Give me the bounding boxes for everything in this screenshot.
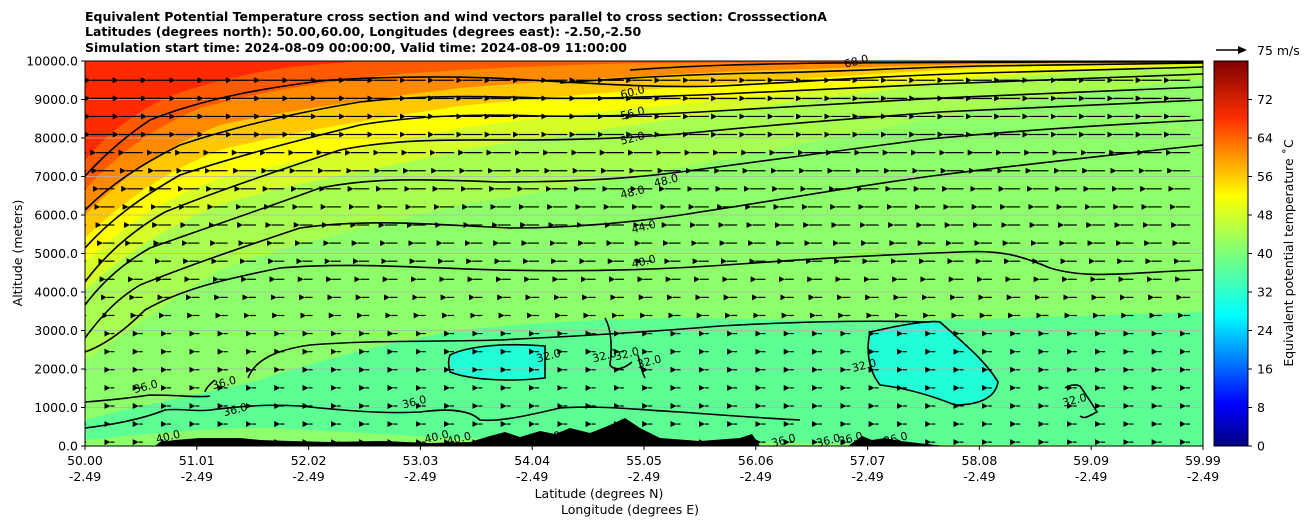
contour-32-b [604,317,646,379]
x-tick-label-lat: 55.05 [626,453,662,468]
x-tick-label-lon: -2.49 [1187,469,1219,484]
contour-label: 36.0 [132,378,159,397]
x-axis-label-line-1: Latitude (degrees N) [535,486,664,501]
field-band-32-patch-b [868,321,998,405]
y-tick-label: 10000.0 [26,54,78,69]
contour-72 [629,61,1203,71]
contour-label: 36.0 [770,431,797,450]
x-tick-label-lat: 59.09 [1073,453,1109,468]
field-band-68 [85,61,360,160]
y-axis-label: Altitude (meters) [10,200,25,307]
field-band-56 [85,61,1203,238]
x-tick-label-lat: 50.00 [67,453,103,468]
x-tick-label-lon: -2.49 [292,469,324,484]
contour-label: 52.0 [619,129,646,148]
x-tick-label-lat: 59.99 [1185,453,1221,468]
x-tick-label-lat: 51.01 [179,453,215,468]
x-tick-label-lat: 52.02 [291,453,327,468]
contour-label: 56.0 [619,104,646,123]
chart-title-line-2: Latitudes (degrees north): 50.00,60.00, … [85,24,642,39]
x-tick-label-lat: 56.06 [738,453,774,468]
contour-label: 32.0 [591,347,618,366]
x-axis-label-line-2: Longitude (degrees E) [561,502,699,517]
contour-label: 32.0 [636,352,663,371]
colorbar-tick-label: 64 [1257,131,1273,146]
wind-reference-label: 75 m/s [1257,43,1300,58]
y-tick-label: 9000.0 [34,92,78,107]
colorbar-tick-label: 16 [1257,362,1273,377]
x-tick-label-lon: -2.49 [740,469,772,484]
y-tick-label: 5000.0 [34,246,78,261]
colorbar-tick-label: 0 [1257,439,1265,454]
chart-title-line-1: Equivalent Potential Temperature cross s… [85,9,827,24]
contour-32-a [447,343,546,381]
contour-40 [85,250,1203,353]
contour-label: 40.0 [446,429,473,448]
wind-reference-key: 75 m/s [1216,43,1300,58]
colorbar-tick-label: 40 [1257,246,1273,261]
colorbar-ticks: 0 8 16 24 32 40 48 56 64 72 [1248,92,1273,454]
contour-32-c [867,320,999,406]
wind-vectors [85,77,1190,446]
x-tick-label-lon: -2.49 [69,469,101,484]
y-tick-label: 6000.0 [34,208,78,223]
contour-label: 40.0 [423,428,450,447]
colorbar [1213,60,1249,447]
colorbar-tick-label: 8 [1257,400,1265,415]
contour-48 [85,119,1203,306]
contour-label: 60.0 [619,83,646,102]
gridlines [85,99,1203,408]
x-tick-label-lon: -2.49 [963,469,995,484]
contour-36-low [85,404,801,429]
contour-label: 36.0 [815,431,842,450]
y-tick-label: 3000.0 [34,323,78,338]
contour-label: 40.0 [535,429,562,448]
y-tick-label: 2000.0 [34,362,78,377]
x-tick-label-lat: 58.08 [962,453,998,468]
contour-36-small [204,379,216,393]
x-tick-label-lon: -2.49 [1075,469,1107,484]
x-tick-label-lon: -2.49 [851,469,883,484]
chart-title-line-3: Simulation start time: 2024-08-09 00:00:… [85,40,627,55]
x-tick-label-lon: -2.49 [181,469,213,484]
contour-label: 32.0 [613,345,640,364]
contour-64 [85,66,1203,177]
terrain [155,418,945,446]
x-tick-label-lon: -2.49 [404,469,436,484]
x-tick-label-lat: 53.03 [403,453,439,468]
contour-36 [85,320,931,403]
y-tick-label: 7000.0 [34,169,78,184]
y-tick-label: 1000.0 [34,400,78,415]
y-tick-label: 8000.0 [34,131,78,146]
colorbar-tick-label: 48 [1257,208,1273,223]
contour-52 [85,99,1203,283]
contour-label: 48.0 [619,183,646,202]
contour-label: 32.0 [535,347,562,366]
colorbar-tick-label: 24 [1257,323,1273,338]
x-tick-label-lat: 57.07 [850,453,886,468]
colorbar-tick-label: 56 [1257,169,1273,184]
y-tick-label: 4000.0 [34,285,78,300]
colorbar-label: Equivalent potential temperature ˚C [1281,139,1296,367]
y-axis: 0.0 1000.0 2000.0 3000.0 4000.0 5000.0 6000.0 7… [26,54,85,454]
x-tick-label-lon: -2.49 [516,469,548,484]
wind-reference-arrow-head [1238,46,1247,54]
y-tick-label: 0.0 [58,439,78,454]
colorbar-tick-label: 72 [1257,92,1273,107]
contour-44 [85,144,1203,339]
x-tick-label-lat: 54.04 [514,453,550,468]
contour-label: 36.0 [211,374,238,393]
contour-68 [559,62,1203,84]
colorbar-tick-label: 32 [1257,285,1273,300]
contour-label: 48.0 [653,172,680,191]
x-tick-label-lon: -2.49 [628,469,660,484]
x-axis: 50.00-2.4951.01-2.4952.02-2.4953.03-2.49… [67,446,1221,484]
contour-label: 36.0 [222,401,249,420]
